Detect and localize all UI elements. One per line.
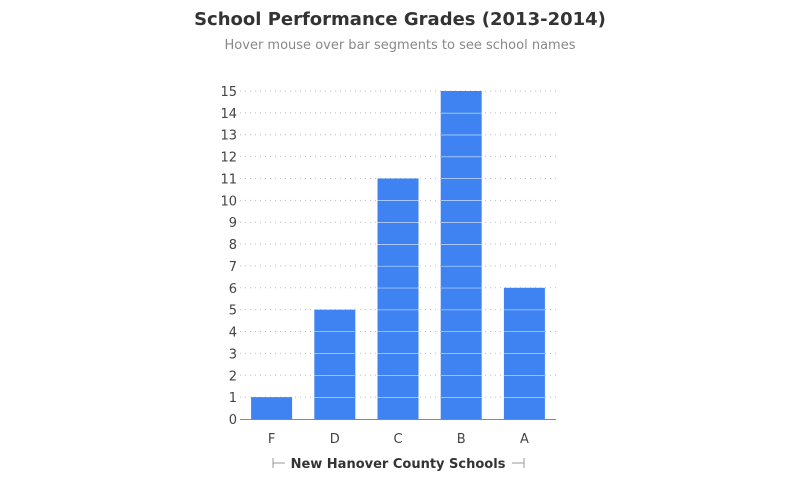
bar-segment[interactable]	[440, 156, 482, 179]
x-tick-label: F	[268, 432, 275, 447]
bar-segment[interactable]	[440, 265, 482, 288]
bar-segment[interactable]	[503, 375, 545, 398]
bar-segment[interactable]	[440, 178, 482, 201]
bar-segment[interactable]	[503, 331, 545, 354]
bar-segment[interactable]	[377, 178, 419, 201]
bar-segment[interactable]	[251, 397, 293, 419]
x-tick-label: C	[393, 432, 402, 447]
y-tick-label: 4	[229, 326, 237, 341]
bar-segment[interactable]	[503, 397, 545, 419]
bar-segment[interactable]	[503, 287, 545, 310]
y-tick-label: 9	[229, 216, 237, 231]
y-tick-label: 10	[220, 194, 237, 209]
y-tick-label: 12	[220, 151, 237, 166]
bar-segment[interactable]	[440, 244, 482, 266]
bar-segment[interactable]	[377, 309, 419, 332]
bars	[251, 91, 545, 419]
x-axis-title: New Hanover County Schools	[291, 457, 506, 472]
bar-segment[interactable]	[314, 353, 356, 376]
y-tick-label: 13	[220, 129, 237, 144]
bar-segment[interactable]	[314, 397, 356, 419]
bar-segment[interactable]	[440, 222, 482, 245]
bar-segment[interactable]	[377, 331, 419, 354]
y-tick-label: 14	[220, 107, 237, 122]
bar-segment[interactable]	[314, 375, 356, 398]
bar-segment[interactable]	[377, 287, 419, 310]
y-tick-label: 1	[229, 391, 237, 406]
chart-subtitle: Hover mouse over bar segments to see sch…	[224, 38, 576, 53]
bar-segment[interactable]	[440, 397, 482, 419]
x-axis-title-group: New Hanover County Schools	[272, 457, 525, 472]
bar-segment[interactable]	[314, 309, 356, 332]
bar-segment[interactable]	[377, 200, 419, 223]
bar-segment[interactable]	[440, 287, 482, 310]
bar-segment[interactable]	[377, 397, 419, 419]
bar-segment[interactable]	[314, 331, 356, 354]
bar-segment[interactable]	[377, 353, 419, 376]
y-tick-label: 5	[229, 304, 237, 319]
x-tick-label: B	[457, 432, 466, 447]
bar-segment[interactable]	[440, 375, 482, 398]
bar-segment[interactable]	[503, 353, 545, 376]
bar-segment[interactable]	[377, 244, 419, 266]
bar-segment[interactable]	[440, 112, 482, 135]
x-tick-label: A	[520, 432, 529, 447]
bar-segment[interactable]	[440, 353, 482, 376]
bar-segment[interactable]	[440, 200, 482, 223]
bar	[314, 309, 356, 419]
y-tick-label: 8	[229, 238, 237, 253]
bar	[440, 91, 482, 419]
y-tick-label: 6	[229, 282, 237, 297]
chart-title: School Performance Grades (2013-2014)	[194, 9, 606, 30]
bar	[503, 287, 545, 419]
y-tick-label: 0	[229, 413, 237, 428]
y-tick-label: 2	[229, 369, 237, 384]
bar-segment[interactable]	[377, 265, 419, 288]
bar	[251, 397, 293, 419]
bar-segment[interactable]	[440, 309, 482, 332]
bar-segment[interactable]	[440, 91, 482, 113]
bar	[377, 178, 419, 419]
y-tick-label: 11	[220, 172, 237, 187]
bar-segment[interactable]	[440, 134, 482, 157]
y-tick-label: 15	[220, 85, 237, 100]
bar-segment[interactable]	[377, 375, 419, 398]
bar-segment[interactable]	[377, 222, 419, 245]
x-tick-label: D	[330, 432, 340, 447]
y-tick-label: 7	[229, 260, 237, 275]
bar-segment[interactable]	[503, 309, 545, 332]
bar-segment[interactable]	[440, 331, 482, 354]
y-tick-label: 3	[229, 347, 237, 362]
